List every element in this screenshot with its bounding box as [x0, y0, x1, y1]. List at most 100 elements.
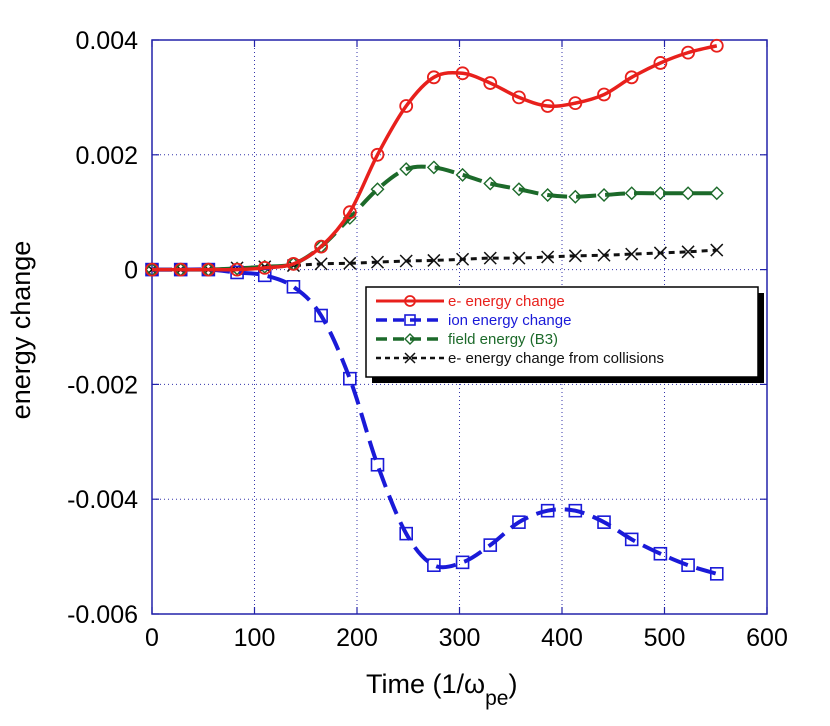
legend-swatch-marker [404, 314, 416, 326]
data-point [314, 257, 328, 271]
series-line [152, 44, 718, 272]
data-point [456, 252, 470, 266]
legend-label: ion energy change [448, 312, 571, 329]
data-point [653, 56, 668, 70]
data-point [230, 262, 244, 277]
data-point [512, 90, 526, 105]
data-point [681, 45, 695, 60]
data-point [483, 76, 498, 90]
data-point [370, 147, 385, 162]
data-point [653, 186, 668, 201]
data-point [314, 308, 328, 323]
legend-label: field energy (B3) [448, 331, 558, 348]
data-point [653, 546, 668, 561]
data-point [624, 186, 639, 201]
legend-entry: e- energy change from collisions [376, 350, 664, 367]
legend-label: e- energy change from collisions [448, 350, 664, 367]
x-tick-label: 100 [234, 624, 276, 652]
legend-swatch-marker [404, 295, 416, 307]
data-point [286, 256, 301, 271]
y-tick-label: -0.006 [67, 601, 138, 629]
x-axis-label-text: Time [366, 669, 425, 699]
series-e-energy-change [145, 38, 724, 277]
data-point [597, 187, 612, 202]
grid [152, 40, 767, 614]
data-point [709, 38, 724, 53]
legend-box [365, 286, 759, 378]
data-point [653, 246, 667, 260]
y-tick-label: 0.004 [75, 27, 138, 55]
axis-ticks: 0 100 200 300 400 500 600 0.004 0.002 0 -0.002 -0.0… [67, 27, 788, 652]
x-axis-label-unit-suffix: ) [508, 669, 517, 699]
data-point [483, 251, 497, 265]
data-point [568, 503, 583, 518]
data-point [597, 248, 611, 262]
data-point [709, 567, 724, 581]
data-point [342, 205, 357, 220]
data-point [399, 162, 414, 177]
data-point [455, 66, 470, 81]
data-point [597, 515, 611, 529]
y-tick-label: 0 [124, 257, 138, 285]
data-point [568, 96, 583, 111]
data-point [483, 538, 498, 552]
data-point [399, 99, 414, 113]
data-point [511, 182, 526, 197]
data-point [314, 239, 329, 254]
y-tick-label: -0.004 [67, 486, 138, 514]
x-tick-label: 500 [644, 624, 686, 652]
data-point [343, 371, 357, 386]
data-point [173, 262, 188, 277]
data-point [257, 260, 272, 275]
data-point [201, 262, 216, 277]
data-point [343, 256, 357, 270]
data-point [257, 259, 272, 274]
legend: e- energy change ion energy change field e… [365, 286, 764, 383]
y-axis-label: energy change [6, 241, 36, 420]
legend-entry: e- energy change [376, 293, 565, 310]
y-tick-label: 0.002 [75, 142, 138, 170]
data-point [370, 255, 385, 269]
x-tick-label: 600 [746, 624, 788, 652]
data-point [568, 189, 583, 204]
series-ion-energy-change [145, 262, 724, 581]
data-point [370, 457, 385, 472]
legend-label: e- energy change [448, 293, 565, 310]
data-point [286, 280, 301, 294]
data-point [681, 558, 695, 573]
legend-entry: field energy (B3) [376, 331, 558, 348]
data-point [399, 526, 414, 541]
x-axis-label: Time (1/ωpe) [366, 669, 517, 710]
data-point [399, 254, 413, 268]
data-point [709, 186, 724, 201]
data-point [681, 245, 695, 259]
data-point [483, 176, 498, 191]
data-point [370, 182, 385, 197]
x-tick-label: 300 [439, 624, 481, 652]
legend-swatch-marker [404, 352, 416, 364]
data-point [624, 70, 639, 85]
data-point [427, 253, 441, 267]
data-point [625, 247, 639, 261]
data-point [455, 555, 470, 570]
y-tick-label: -0.002 [67, 371, 138, 399]
x-axis-label-omega: ω [464, 669, 485, 699]
x-tick-label: 0 [145, 624, 159, 652]
legend-entry: ion energy change [376, 312, 571, 329]
data-point [540, 99, 555, 113]
data-point [541, 250, 555, 264]
data-point [427, 558, 441, 573]
data-point [540, 187, 555, 202]
legend-swatch-marker [404, 333, 416, 345]
data-point [624, 532, 639, 547]
data-point [426, 70, 441, 85]
data-point [512, 251, 526, 265]
data-point [426, 160, 441, 175]
x-tick-label: 400 [541, 624, 583, 652]
data-point [540, 503, 555, 518]
data-point [455, 167, 470, 182]
data-point [568, 249, 582, 263]
series-layer [145, 38, 724, 581]
x-axis-label-subscript: pe [485, 687, 508, 710]
